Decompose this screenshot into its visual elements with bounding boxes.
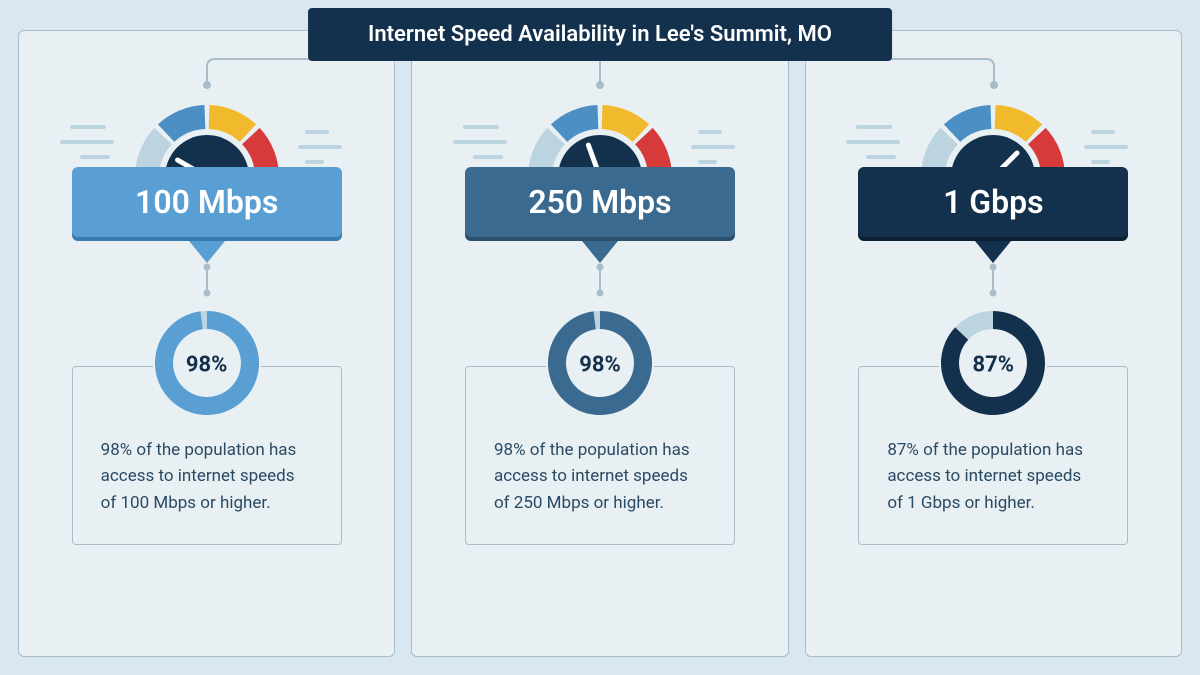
availability-donut: 87% xyxy=(939,309,1047,421)
speed-card-2: 1 Gbps87%87% of the population has acces… xyxy=(805,30,1182,657)
connector-line xyxy=(206,263,208,297)
speed-label: 250 Mbps xyxy=(465,167,735,237)
speed-gauge xyxy=(122,87,292,177)
label-pointer xyxy=(582,241,618,263)
availability-percent: 87% xyxy=(973,353,1015,378)
speed-gauge xyxy=(515,87,685,177)
label-pointer xyxy=(975,241,1011,263)
availability-donut: 98% xyxy=(153,309,261,421)
speed-card-1: 250 Mbps98%98% of the population has acc… xyxy=(411,30,788,657)
speed-label: 1 Gbps xyxy=(858,167,1128,237)
speed-gauge xyxy=(908,87,1078,177)
cards-row: 100 Mbps98%98% of the population has acc… xyxy=(0,30,1200,675)
speed-label: 100 Mbps xyxy=(72,167,342,237)
label-pointer xyxy=(189,241,225,263)
speed-card-0: 100 Mbps98%98% of the population has acc… xyxy=(18,30,395,657)
availability-percent: 98% xyxy=(186,353,228,378)
connector-line xyxy=(992,263,994,297)
availability-donut: 98% xyxy=(546,309,654,421)
availability-percent: 98% xyxy=(579,353,621,378)
page-title: Internet Speed Availability in Lee's Sum… xyxy=(308,8,892,61)
connector-line xyxy=(599,263,601,297)
